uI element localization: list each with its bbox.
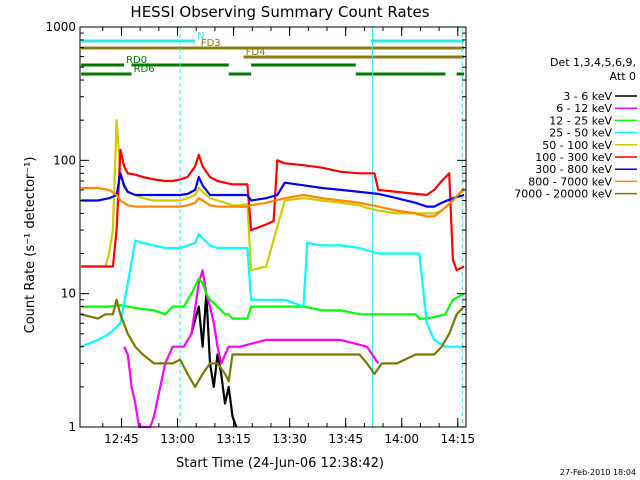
x-tick-label: 12:45	[104, 432, 139, 446]
flag-label-fd4: FD4	[246, 47, 266, 58]
chart-title: HESSI Observing Summary Count Rates	[130, 3, 429, 21]
series-line-6	[81, 172, 465, 208]
series-lines	[80, 119, 465, 429]
x-tick-label: 13:30	[272, 432, 307, 446]
x-tick-label: 14:15	[440, 432, 475, 446]
legend-entry-label: 100 - 300 keV	[535, 151, 612, 164]
legend-entry-label: 6 - 12 keV	[556, 102, 612, 115]
legend-entry-label: 7000 - 20000 keV	[514, 188, 612, 201]
footer-date: 27-Feb-2010 18:04	[560, 468, 636, 477]
flag-label-rd6: RD6	[134, 64, 155, 75]
flag-label-rd0: RD0	[126, 55, 147, 66]
y-axis-ticks: 1 10 100 1000	[45, 20, 466, 434]
series-line-8	[80, 298, 465, 388]
y-tick-label: 10	[61, 287, 76, 301]
x-tick-label: 13:15	[216, 432, 251, 446]
axes-box	[79, 26, 467, 428]
series-line-2	[81, 277, 465, 320]
legend-entry-label: 25 - 50 keV	[549, 127, 612, 140]
legend-entry-label: 12 - 25 keV	[549, 114, 612, 127]
legend-header-line2: Att 0	[610, 70, 636, 83]
flag-label-n: N	[197, 31, 204, 42]
y-tick-label: 100	[53, 153, 76, 167]
series-line-3	[80, 232, 465, 348]
axes-frame	[79, 26, 467, 428]
series-line-0	[190, 292, 238, 428]
y-tick-label: 1	[68, 420, 76, 434]
flag-label-fd3: FD3	[201, 38, 221, 49]
legend-entry-label: 300 - 800 keV	[535, 163, 612, 176]
y-tick-label: 1000	[45, 20, 76, 34]
x-tick-label: 13:45	[328, 432, 363, 446]
plot-area	[80, 27, 466, 427]
x-axis-ticks: 12:45 13:00 13:15 13:30 13:45 14:00 14:15	[102, 27, 475, 446]
series-line-5	[81, 148, 465, 272]
legend-entry-label: 50 - 100 keV	[542, 139, 612, 152]
y-axis-label: Count Rate (s⁻¹ detector⁻¹)	[23, 157, 38, 334]
legend-header-line1: Det 1,3,4,5,6,9,	[550, 56, 636, 69]
legend-entry-label: 800 - 7000 keV	[528, 175, 612, 188]
plot-background	[80, 27, 466, 427]
x-tick-label: 14:00	[384, 432, 419, 446]
series-line-7	[81, 186, 465, 218]
x-axis-label: Start Time (24-Jun-06 12:38:42)	[176, 456, 384, 471]
x-tick-label: 13:00	[160, 432, 195, 446]
legend-entry-label: 3 - 6 keV	[563, 90, 612, 103]
